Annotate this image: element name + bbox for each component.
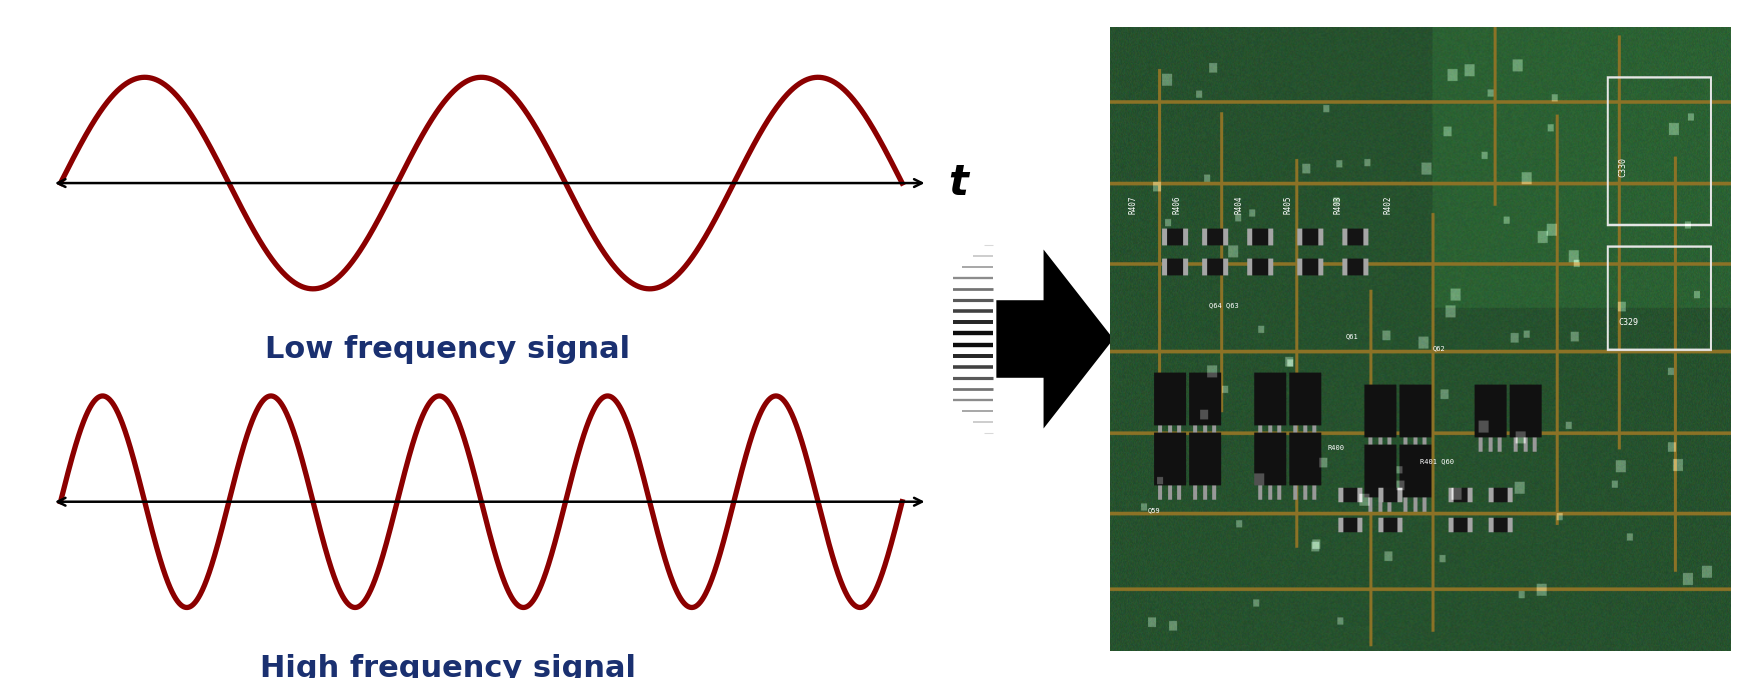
Text: R403: R403 (1334, 196, 1342, 214)
Text: R402: R402 (1383, 196, 1391, 214)
Text: High frequency signal: High frequency signal (260, 654, 636, 678)
Text: Q62: Q62 (1433, 346, 1446, 351)
Text: R404: R404 (1234, 196, 1243, 214)
Text: C329: C329 (1619, 317, 1640, 327)
Polygon shape (996, 250, 1113, 428)
Text: Low frequency signal: Low frequency signal (266, 335, 631, 364)
Text: R405: R405 (1283, 196, 1294, 214)
Text: R407: R407 (1129, 196, 1138, 214)
Text: t: t (949, 162, 968, 204)
Text: C330: C330 (1619, 157, 1627, 177)
Text: R401 Q60: R401 Q60 (1419, 458, 1454, 464)
Text: R400: R400 (1327, 445, 1344, 452)
Text: Q59: Q59 (1147, 508, 1161, 514)
Text: R406: R406 (1173, 196, 1182, 214)
Text: Q64 Q63: Q64 Q63 (1210, 302, 1239, 308)
Text: Q61: Q61 (1346, 333, 1358, 339)
